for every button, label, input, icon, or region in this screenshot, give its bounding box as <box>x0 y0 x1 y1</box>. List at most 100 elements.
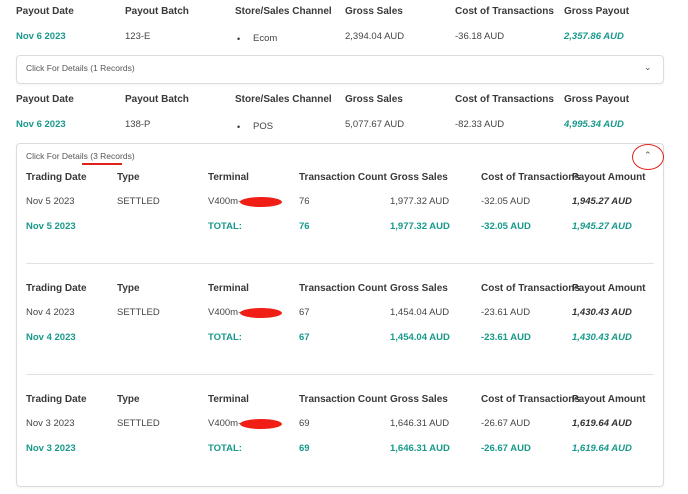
record-terminal: V400m- <box>208 418 242 429</box>
detail-header-terminal: Terminal <box>208 283 249 294</box>
channel-value: Ecom <box>253 33 278 44</box>
detail-header-gross-sales: Gross Sales <box>390 283 448 294</box>
column-header-payout-date: Payout Date <box>16 94 74 105</box>
total-count: 69 <box>299 443 310 454</box>
record-type: SETTLED <box>117 196 160 207</box>
record-trading-date: Nov 3 2023 <box>26 418 75 429</box>
total-date: Nov 3 2023 <box>26 443 76 454</box>
total-date: Nov 4 2023 <box>26 332 76 343</box>
column-header-payout-batch: Payout Batch <box>125 94 189 105</box>
gross-payout-value: 4,995.34 AUD <box>564 119 624 130</box>
record-trading-date: Nov 4 2023 <box>26 307 75 318</box>
detail-header-cost-of-transactions: Cost of Transactions <box>481 283 580 294</box>
column-header-store-sales-channel: Store/Sales Channel <box>235 94 332 105</box>
payout-date-value: Nov 6 2023 <box>16 31 66 42</box>
gross-sales-value: 2,394.04 AUD <box>345 31 405 42</box>
record-transaction-count: 67 <box>299 307 310 318</box>
total-gross-sales: 1,977.32 AUD <box>390 221 450 232</box>
annotation-underline <box>82 163 122 165</box>
detail-header-cost-of-transactions: Cost of Transactions <box>481 172 580 183</box>
column-header-gross-sales: Gross Sales <box>345 94 403 105</box>
total-cost: -32.05 AUD <box>481 221 531 232</box>
details-toggle[interactable]: Click For Details (3 Records) <box>26 151 135 161</box>
record-payout-amount: 1,430.43 AUD <box>572 307 632 318</box>
detail-header-payout-amount: Payout Amount <box>572 283 646 294</box>
column-header-store-sales-channel: Store/Sales Channel <box>235 6 332 17</box>
annotation-circle <box>632 144 664 170</box>
column-header-cost-of-transactions: Cost of Transactions <box>455 94 554 105</box>
record-cost-of-transactions: -23.61 AUD <box>481 307 531 318</box>
details-toggle[interactable]: Click For Details (1 Records) <box>26 63 135 73</box>
redaction-mark <box>240 308 282 318</box>
detail-header-type: Type <box>117 283 140 294</box>
record-type: SETTLED <box>117 418 160 429</box>
column-header-gross-sales: Gross Sales <box>345 6 403 17</box>
gross-payout-value: 2,357.86 AUD <box>564 31 624 42</box>
detail-header-type: Type <box>117 172 140 183</box>
gross-sales-value: 5,077.67 AUD <box>345 119 405 130</box>
cost-value: -82.33 AUD <box>455 119 505 130</box>
total-gross-sales: 1,646.31 AUD <box>390 443 450 454</box>
record-terminal: V400m- <box>208 307 242 318</box>
column-header-gross-payout: Gross Payout <box>564 94 630 105</box>
bullet: • <box>237 34 241 44</box>
record-terminal: V400m- <box>208 196 242 207</box>
total-cost: -26.67 AUD <box>481 443 531 454</box>
total-gross-sales: 1,454.04 AUD <box>390 332 450 343</box>
group-divider <box>26 263 654 264</box>
record-transaction-count: 69 <box>299 418 310 429</box>
detail-header-transaction-count: Transaction Count <box>299 394 387 405</box>
record-cost-of-transactions: -32.05 AUD <box>481 196 531 207</box>
detail-header-payout-amount: Payout Amount <box>572 172 646 183</box>
detail-header-terminal: Terminal <box>208 394 249 405</box>
detail-header-terminal: Terminal <box>208 172 249 183</box>
record-gross-sales: 1,454.04 AUD <box>390 307 450 318</box>
record-cost-of-transactions: -26.67 AUD <box>481 418 531 429</box>
details-label: Click For Details <box>26 151 88 161</box>
detail-header-payout-amount: Payout Amount <box>572 394 646 405</box>
total-payout: 1,945.27 AUD <box>572 221 632 232</box>
cost-value: -36.18 AUD <box>455 31 505 42</box>
payout-date-value: Nov 6 2023 <box>16 119 66 130</box>
payout-batch-value: 123-E <box>125 31 151 42</box>
payout-batch-value: 138-P <box>125 119 151 130</box>
record-transaction-count: 76 <box>299 196 310 207</box>
details-panel <box>16 55 664 84</box>
total-label: TOTAL: <box>208 332 242 343</box>
details-panel <box>16 143 664 487</box>
total-label: TOTAL: <box>208 221 242 232</box>
total-payout: 1,619.64 AUD <box>572 443 632 454</box>
detail-header-cost-of-transactions: Cost of Transactions <box>481 394 580 405</box>
detail-header-transaction-count: Transaction Count <box>299 172 387 183</box>
detail-header-gross-sales: Gross Sales <box>390 172 448 183</box>
detail-header-trading-date: Trading Date <box>26 172 87 183</box>
total-payout: 1,430.43 AUD <box>572 332 632 343</box>
channel-value: POS <box>253 121 274 132</box>
record-type: SETTLED <box>117 307 160 318</box>
detail-header-gross-sales: Gross Sales <box>390 394 448 405</box>
column-header-cost-of-transactions: Cost of Transactions <box>455 6 554 17</box>
total-label: TOTAL: <box>208 443 242 454</box>
detail-header-type: Type <box>117 394 140 405</box>
chevron-down-icon[interactable]: ⌄ <box>644 62 652 72</box>
record-payout-amount: 1,619.64 AUD <box>572 418 632 429</box>
detail-header-trading-date: Trading Date <box>26 394 87 405</box>
details-count: (3 Records) <box>90 151 135 161</box>
bullet: • <box>237 122 241 132</box>
detail-header-trading-date: Trading Date <box>26 283 87 294</box>
total-date: Nov 5 2023 <box>26 221 76 232</box>
details-count: (1 Records) <box>90 63 135 73</box>
redaction-mark <box>240 197 282 207</box>
total-cost: -23.61 AUD <box>481 332 531 343</box>
details-label: Click For Details <box>26 63 88 73</box>
redaction-mark <box>240 419 282 429</box>
column-header-payout-batch: Payout Batch <box>125 6 189 17</box>
total-count: 76 <box>299 221 310 232</box>
record-payout-amount: 1,945.27 AUD <box>572 196 632 207</box>
detail-header-transaction-count: Transaction Count <box>299 283 387 294</box>
total-count: 67 <box>299 332 310 343</box>
record-gross-sales: 1,977.32 AUD <box>390 196 450 207</box>
record-gross-sales: 1,646.31 AUD <box>390 418 450 429</box>
group-divider <box>26 374 654 375</box>
column-header-payout-date: Payout Date <box>16 6 74 17</box>
